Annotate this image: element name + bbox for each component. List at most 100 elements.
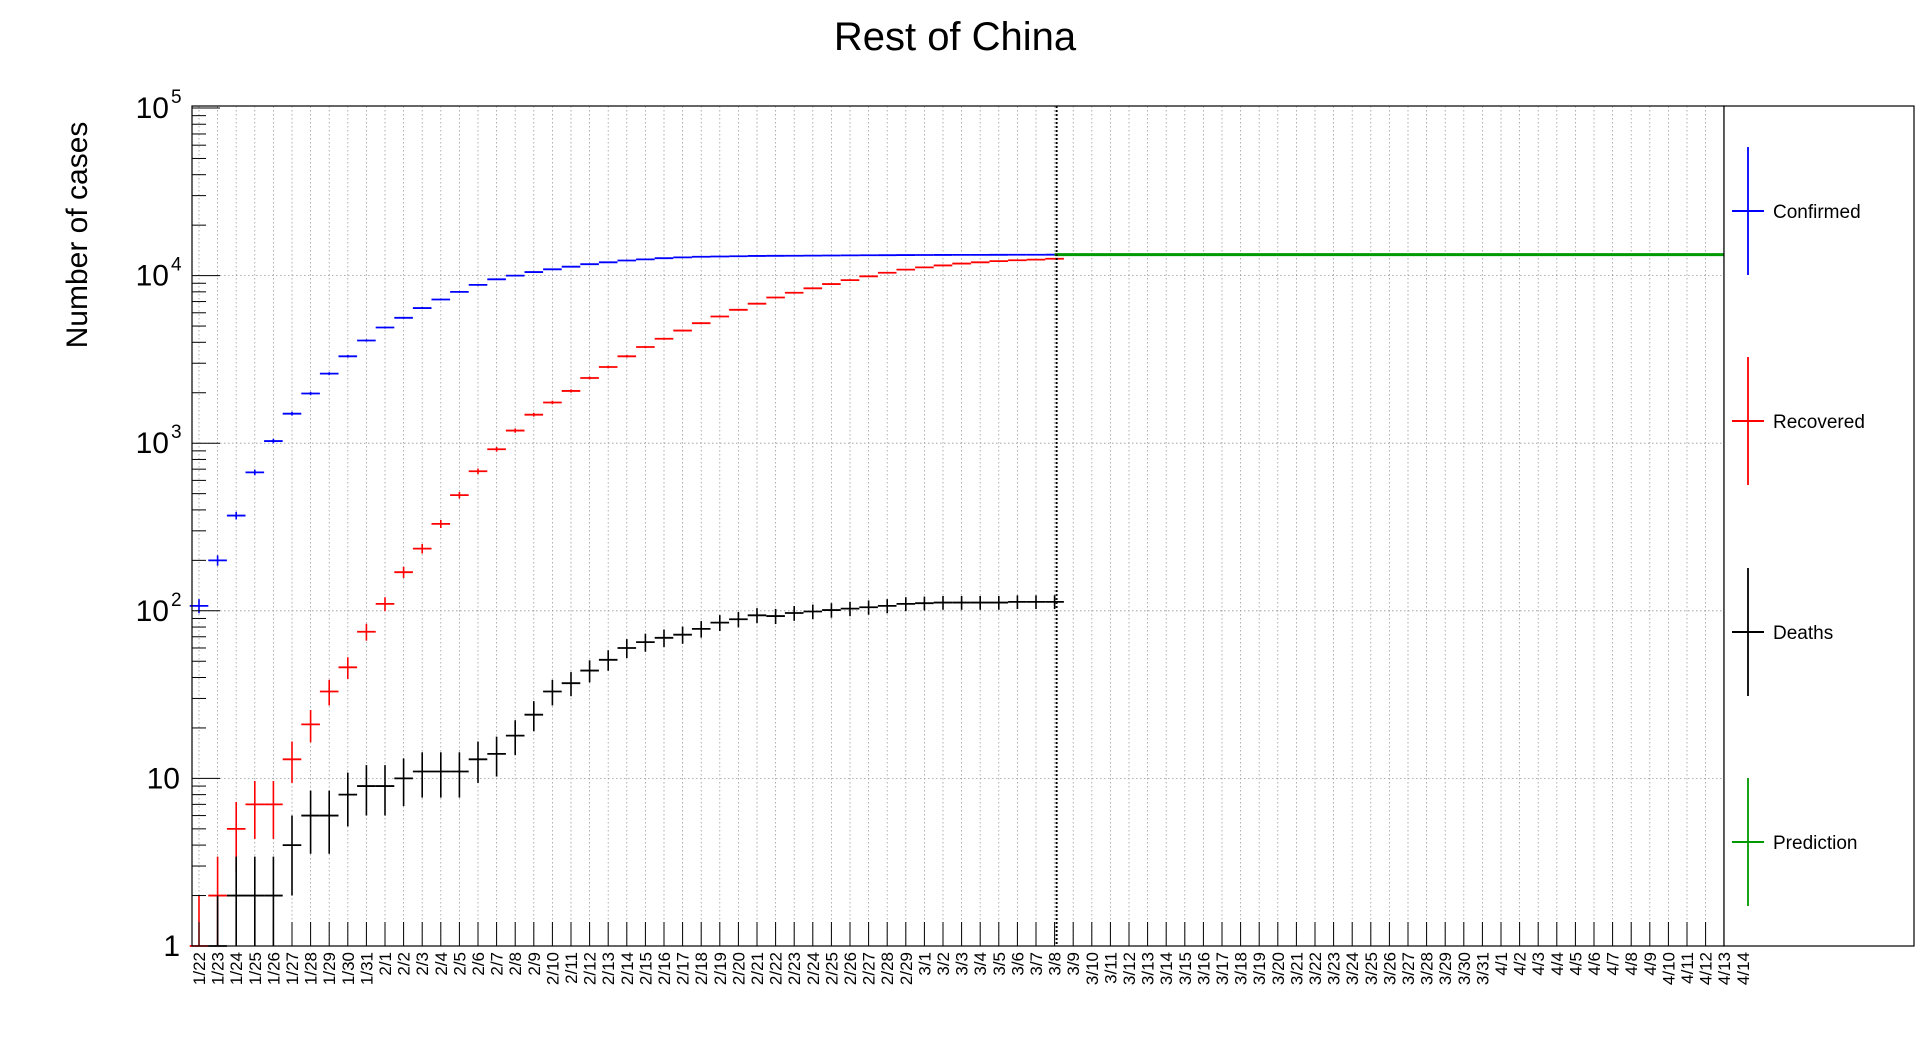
x-tick-label: 3/6 xyxy=(1008,952,1027,976)
x-tick-label: 2/7 xyxy=(488,952,507,976)
x-tick-label: 2/23 xyxy=(785,952,804,985)
x-tick-label: 3/24 xyxy=(1343,952,1362,985)
y-tick-label: 10 xyxy=(147,762,180,795)
x-tick-label: 4/9 xyxy=(1641,952,1660,976)
x-tick-label: 3/21 xyxy=(1287,952,1306,985)
legend-label: Recovered xyxy=(1773,412,1865,433)
x-tick-label: 2/21 xyxy=(748,952,767,985)
x-tick-label: 2/13 xyxy=(599,952,618,985)
x-tick-label: 2/8 xyxy=(506,952,525,976)
x-tick-label: 3/3 xyxy=(953,952,972,976)
chart-title: Rest of China xyxy=(834,15,1077,59)
x-tick-label: 1/26 xyxy=(264,952,283,985)
x-tick-label: 3/1 xyxy=(915,952,934,976)
x-tick-label: 3/8 xyxy=(1046,952,1065,976)
x-tick-label: 3/31 xyxy=(1473,952,1492,985)
x-tick-label: 3/2 xyxy=(934,952,953,976)
x-tick-label: 3/15 xyxy=(1176,952,1195,985)
x-tick-label: 4/5 xyxy=(1566,952,1585,976)
x-tick-label: 2/12 xyxy=(581,952,600,985)
x-tick-label: 3/26 xyxy=(1380,952,1399,985)
x-tick-label: 4/12 xyxy=(1697,952,1716,985)
x-tick-label: 3/28 xyxy=(1418,952,1437,985)
x-tick-label: 1/31 xyxy=(357,952,376,985)
x-tick-label: 4/14 xyxy=(1734,952,1753,985)
x-tick-label: 2/14 xyxy=(618,952,637,985)
x-tick-label: 2/9 xyxy=(525,952,544,976)
x-tick-label: 3/18 xyxy=(1232,952,1251,985)
y-tick-label: 10 xyxy=(136,595,169,628)
legend-label: Confirmed xyxy=(1773,202,1861,223)
x-tick-label: 3/10 xyxy=(1083,952,1102,985)
x-tick-label: 1/27 xyxy=(283,952,302,985)
x-tick-label: 2/22 xyxy=(767,952,786,985)
x-tick-label: 3/14 xyxy=(1157,952,1176,985)
x-tick-label: 3/25 xyxy=(1362,952,1381,985)
x-tick-label: 2/4 xyxy=(432,952,451,976)
x-tick-label: 1/25 xyxy=(246,952,265,985)
x-tick-label: 2/28 xyxy=(878,952,897,985)
x-tick-label: 4/2 xyxy=(1511,952,1530,976)
x-tick-label: 2/1 xyxy=(376,952,395,976)
y-tick-label-exponent: 2 xyxy=(171,590,182,611)
x-tick-label: 2/6 xyxy=(469,952,488,976)
y-tick-label: 1 xyxy=(163,930,180,963)
x-tick-label: 1/22 xyxy=(190,952,209,985)
x-tick-label: 2/29 xyxy=(897,952,916,985)
x-tick-label: 3/9 xyxy=(1064,952,1083,976)
x-tick-label: 4/6 xyxy=(1585,952,1604,976)
x-tick-label: 1/23 xyxy=(209,952,228,985)
x-tick-label: 3/13 xyxy=(1139,952,1158,985)
y-tick-label-exponent: 3 xyxy=(171,422,182,443)
x-tick-label: 2/19 xyxy=(711,952,730,985)
legend: Confirmed Recovered Deaths Prediction xyxy=(1723,105,1915,947)
x-tick-label: 4/8 xyxy=(1622,952,1641,976)
x-tick-label: 3/29 xyxy=(1436,952,1455,985)
x-tick-label: 2/25 xyxy=(822,952,841,985)
x-tick-label: 3/22 xyxy=(1306,952,1325,985)
x-tick-label: 3/16 xyxy=(1194,952,1213,985)
x-tick-label: 1/30 xyxy=(339,952,358,985)
y-tick-label-exponent: 4 xyxy=(171,255,182,276)
legend-label: Deaths xyxy=(1773,623,1833,644)
x-tick-label: 1/24 xyxy=(227,952,246,985)
x-tick-label: 4/13 xyxy=(1715,952,1734,985)
x-tick-label: 1/28 xyxy=(302,952,321,985)
x-tick-label: 2/11 xyxy=(562,952,581,984)
x-tick-label: 2/17 xyxy=(674,952,693,985)
x-tick-label: 2/15 xyxy=(636,952,655,985)
legend-box xyxy=(1723,105,1915,947)
x-tick-label: 2/5 xyxy=(450,952,469,976)
y-tick-label: 10 xyxy=(136,260,169,293)
legend-label: Prediction xyxy=(1773,833,1858,854)
y-tick-label: 10 xyxy=(136,427,169,460)
y-axis-label: Number of cases xyxy=(61,122,94,349)
x-tick-label: 3/20 xyxy=(1269,952,1288,985)
x-tick-label: 4/10 xyxy=(1659,952,1678,985)
x-tick-label: 2/26 xyxy=(841,952,860,985)
x-tick-label: 3/5 xyxy=(990,952,1009,976)
x-tick-label: 3/12 xyxy=(1120,952,1139,985)
x-tick-label: 3/27 xyxy=(1399,952,1418,985)
x-tick-label: 2/18 xyxy=(692,952,711,985)
x-tick-label: 4/7 xyxy=(1604,952,1623,976)
y-tick-label-exponent: 5 xyxy=(171,87,182,108)
x-tick-label: 3/11 xyxy=(1101,952,1120,984)
x-tick-label: 4/3 xyxy=(1529,952,1548,976)
x-tick-label: 2/2 xyxy=(395,952,414,976)
x-tick-label: 2/16 xyxy=(655,952,674,985)
x-tick-label: 3/4 xyxy=(971,952,990,976)
x-tick-label: 3/30 xyxy=(1455,952,1474,985)
x-tick-label: 2/20 xyxy=(729,952,748,985)
x-tick-label: 1/29 xyxy=(320,952,339,985)
x-tick-label: 4/11 xyxy=(1678,952,1697,984)
x-tick-label: 3/23 xyxy=(1325,952,1344,985)
x-tick-label: 3/19 xyxy=(1250,952,1269,985)
x-tick-label: 2/10 xyxy=(543,952,562,985)
x-tick-label: 4/4 xyxy=(1548,952,1567,976)
x-tick-label: 3/17 xyxy=(1213,952,1232,985)
x-tick-label: 2/27 xyxy=(860,952,879,985)
x-tick-label: 4/1 xyxy=(1492,952,1511,976)
